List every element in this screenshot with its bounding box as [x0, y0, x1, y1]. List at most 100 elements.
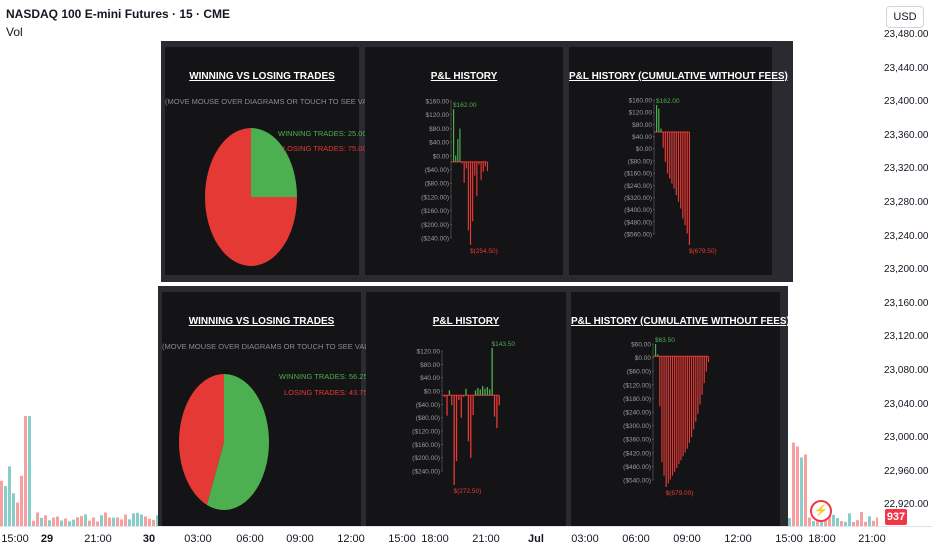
bar[interactable]	[684, 356, 686, 453]
bar[interactable]	[482, 386, 484, 396]
bar[interactable]	[479, 389, 481, 396]
bar[interactable]	[667, 356, 669, 484]
currency-button[interactable]: USD	[886, 6, 924, 28]
bar[interactable]	[677, 131, 680, 202]
bar[interactable]	[474, 390, 477, 396]
bar[interactable]	[458, 395, 460, 401]
pie-chart-top[interactable]	[165, 47, 359, 275]
bar[interactable]	[474, 161, 476, 176]
bar[interactable]	[484, 388, 486, 396]
bar[interactable]	[671, 131, 673, 184]
bar[interactable]	[656, 105, 658, 132]
time-tick-label: 15:00	[775, 533, 803, 545]
bar[interactable]	[482, 161, 484, 172]
bar[interactable]	[699, 356, 701, 405]
pie-slice-winning[interactable]	[206, 374, 269, 510]
bar[interactable]	[472, 395, 474, 416]
bar[interactable]	[661, 356, 663, 463]
bar[interactable]	[444, 395, 446, 397]
bar[interactable]	[470, 395, 472, 458]
bar[interactable]	[674, 356, 676, 472]
bar[interactable]	[498, 395, 500, 406]
bar[interactable]	[461, 161, 463, 164]
bar[interactable]	[693, 356, 695, 430]
bar[interactable]	[688, 356, 691, 443]
bar[interactable]	[455, 155, 457, 162]
bar[interactable]	[496, 395, 498, 429]
bar[interactable]	[453, 109, 455, 162]
cum-chart-top[interactable]: $160.00 $120.00 $80.00 $40.00 $0.00 ($80.00) (…	[569, 47, 772, 275]
bar[interactable]	[671, 356, 674, 476]
price-axis[interactable]: 23,480.00 23,440.00 23,400.00 23,360.00 23,3…	[878, 0, 932, 526]
pl-chart-top[interactable]: $160.00 $120.00 $80.00 $40.00 $0.00 ($40.00) (…	[365, 47, 563, 275]
lightning-icon[interactable]: ⚡	[810, 500, 832, 522]
bar[interactable]	[673, 131, 675, 189]
bar[interactable]	[686, 356, 688, 449]
bar[interactable]	[664, 131, 666, 162]
bar[interactable]	[669, 131, 671, 179]
bar[interactable]	[463, 395, 465, 397]
pie-slice-losing[interactable]	[205, 128, 297, 266]
bar[interactable]	[666, 131, 669, 174]
bar[interactable]	[701, 356, 703, 395]
bar[interactable]	[469, 161, 472, 245]
bar[interactable]	[463, 161, 465, 183]
bar[interactable]	[480, 161, 482, 180]
bar[interactable]	[678, 356, 680, 465]
bar[interactable]	[669, 356, 671, 480]
bar[interactable]	[457, 139, 459, 162]
bar[interactable]	[682, 356, 684, 457]
bar[interactable]	[491, 348, 493, 396]
bar[interactable]	[477, 388, 479, 396]
bar[interactable]	[680, 356, 682, 461]
bar[interactable]	[493, 395, 496, 417]
bar[interactable]	[459, 128, 461, 162]
bar[interactable]	[476, 161, 478, 197]
bar[interactable]	[448, 390, 451, 396]
bar[interactable]	[489, 389, 491, 396]
bar[interactable]	[688, 131, 691, 245]
bar[interactable]	[684, 131, 686, 226]
bar[interactable]	[662, 131, 664, 148]
bar[interactable]	[658, 108, 660, 132]
bar[interactable]	[467, 395, 470, 442]
bar[interactable]	[451, 395, 453, 406]
bar[interactable]	[460, 395, 462, 418]
bar[interactable]	[484, 161, 486, 167]
bar[interactable]	[663, 356, 665, 476]
bar[interactable]	[686, 131, 688, 234]
pie-slice-winning[interactable]	[251, 128, 297, 197]
bar[interactable]	[455, 395, 458, 462]
bar[interactable]	[467, 161, 469, 231]
pie-slice-losing[interactable]	[178, 374, 224, 505]
bar[interactable]	[680, 131, 682, 209]
volume-indicator-label[interactable]: Vol	[6, 25, 23, 39]
bar[interactable]	[675, 131, 677, 196]
bar[interactable]	[682, 131, 684, 219]
bar[interactable]	[465, 388, 467, 396]
time-axis[interactable]: 15:00 29 21:00 30 03:00 06:00 09:00 12:00 15:00 1…	[0, 526, 932, 551]
bar[interactable]	[695, 356, 697, 422]
bar[interactable]	[705, 356, 707, 372]
bar[interactable]	[665, 356, 667, 487]
bar[interactable]	[465, 161, 467, 169]
bar[interactable]	[676, 356, 678, 468]
bar[interactable]	[478, 161, 480, 165]
pie-chart-bottom[interactable]	[162, 292, 361, 526]
bar[interactable]	[690, 356, 693, 438]
bar[interactable]	[660, 128, 662, 132]
symbol-title[interactable]: NASDAQ 100 E-mini Futures · 15 · CME	[6, 7, 231, 21]
bar[interactable]	[707, 356, 710, 363]
bar[interactable]	[453, 395, 455, 485]
cum-chart-bottom[interactable]: $60.00 $0.00 ($60.00) ($120.00) ($180.00) ($2…	[571, 292, 780, 526]
bar[interactable]	[697, 356, 699, 415]
bar[interactable]	[659, 356, 661, 407]
bar[interactable]	[486, 387, 489, 396]
bar[interactable]	[703, 356, 705, 384]
bar[interactable]	[486, 161, 489, 172]
bar[interactable]	[446, 395, 448, 416]
bar[interactable]	[472, 161, 474, 222]
pl-chart-bottom[interactable]: $120.00 $80.00 $40.00 $0.00 ($40.00) ($80.00)…	[366, 292, 566, 526]
bar[interactable]	[655, 344, 657, 357]
bar[interactable]	[657, 354, 659, 357]
